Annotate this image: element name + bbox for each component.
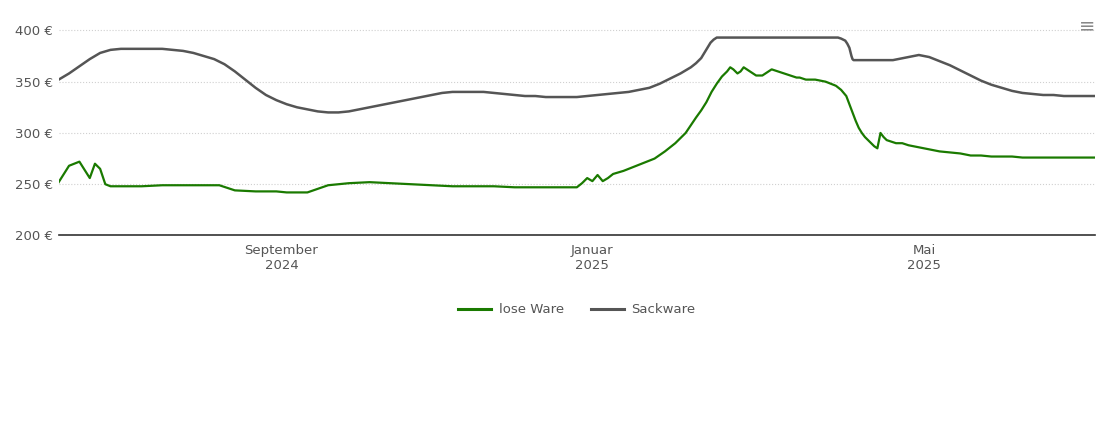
Text: ≡: ≡ [1079, 17, 1096, 36]
Legend: lose Ware, Sackware: lose Ware, Sackware [453, 298, 700, 321]
